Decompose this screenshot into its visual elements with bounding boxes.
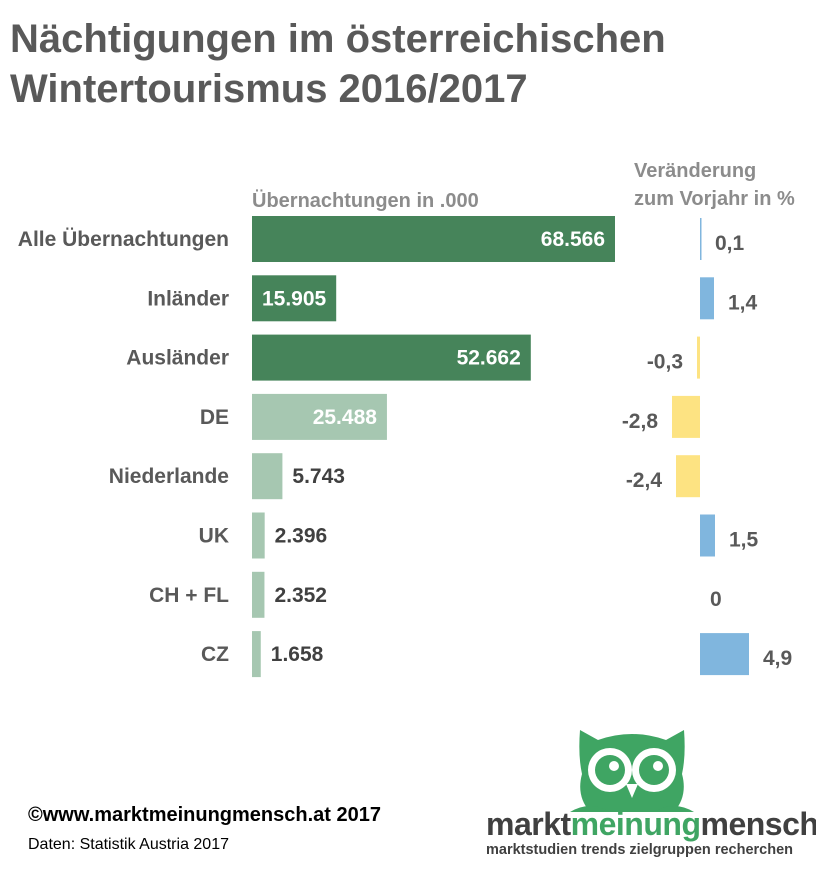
change-bar: [676, 455, 700, 498]
nights-value-label: 2.352: [274, 584, 327, 607]
owl-icon: [570, 730, 694, 812]
category-label: Ausländer: [126, 347, 229, 370]
change-value-label: 0: [710, 588, 722, 611]
brand-part-meinung: meinung: [570, 806, 701, 842]
nights-bar: [252, 571, 265, 618]
bar-chart: Alle Übernachtungen 68.566 0,1 Inländer 15.9…: [18, 216, 792, 678]
brand-tagline: marktstudien trends zielgruppen recherch…: [486, 842, 793, 858]
change-value-label: -2,4: [626, 469, 663, 492]
change-header-line2: zum Vorjahr in %: [634, 188, 795, 210]
change-bar: [672, 395, 700, 438]
category-label: UK: [199, 525, 229, 548]
nights-bar: [252, 334, 531, 381]
change-value-label: 1,4: [728, 291, 758, 314]
nights-value-label: 68.566: [541, 228, 605, 251]
category-label: DE: [200, 406, 229, 429]
brand-wordmark: marktmeinungmensch: [486, 806, 816, 843]
change-value-label: 1,5: [729, 529, 759, 552]
brand-part-mensch: mensch: [700, 806, 816, 842]
source-text: Daten: Statistik Austria 2017: [28, 836, 229, 853]
nights-bar: [252, 216, 615, 262]
nights-value-label: 52.662: [457, 347, 521, 370]
change-value-label: -0,3: [647, 351, 683, 374]
nights-value-label: 25.488: [313, 406, 378, 429]
nights-bar: [252, 512, 265, 559]
nights-bar: [252, 393, 387, 440]
change-bar: [700, 218, 702, 260]
chart-title-line2: Wintertourismus 2016/2017: [10, 67, 528, 111]
category-label: Niederlande: [109, 465, 229, 488]
chart-title: Nächtigungen im österreichischen Wintert…: [10, 14, 810, 114]
change-value-label: 4,9: [763, 647, 792, 670]
change-bar: [697, 336, 700, 379]
nights-value-label: 2.396: [275, 525, 328, 548]
copyright-text: ©www.marktmeinungmensch.at 2017: [28, 804, 381, 826]
category-label: CZ: [201, 643, 229, 666]
category-label: Alle Übernachtungen: [18, 228, 229, 251]
change-bar: [700, 277, 714, 320]
nights-value-label: 15.905: [262, 287, 327, 310]
nights-value-label: 5.743: [292, 465, 345, 488]
change-bar: [700, 514, 715, 557]
nights-bar: [252, 275, 337, 322]
nights-bar: [252, 453, 283, 500]
nights-bar: [252, 631, 261, 678]
brand-part-markt: markt: [486, 806, 571, 842]
chart-title-line1: Nächtigungen im österreichischen: [10, 17, 666, 61]
nights-value-label: 1.658: [271, 643, 324, 666]
change-value-label: -2,8: [622, 410, 659, 433]
change-header-line1: Veränderung: [634, 160, 757, 182]
change-value-label: 0,1: [715, 232, 745, 255]
nights-header: Übernachtungen in .000: [252, 190, 479, 212]
change-bar: [700, 633, 749, 676]
category-label: Inländer: [147, 287, 229, 310]
category-label: CH + FL: [149, 584, 229, 607]
